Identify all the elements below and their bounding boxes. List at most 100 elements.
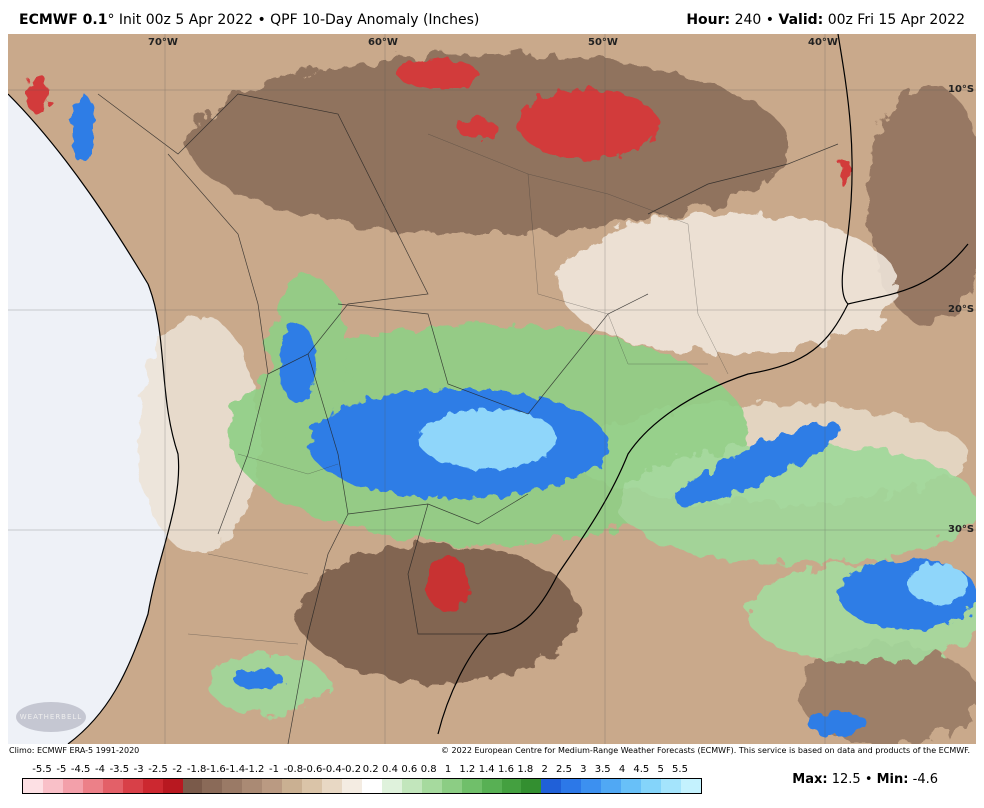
- scale-swatch: [122, 779, 143, 793]
- scale-swatch: [481, 779, 502, 793]
- valid-label: Valid:: [778, 12, 824, 28]
- min-value: -4.6: [912, 772, 938, 787]
- scale-swatch: [222, 779, 243, 793]
- scale-swatch: [441, 779, 462, 793]
- map-title: ECMWF 0.1° Init 00z 5 Apr 2022 • QPF 10-…: [19, 12, 479, 28]
- hour-value: 240: [734, 12, 762, 28]
- lat-label-20s: 20°S: [948, 304, 975, 315]
- degree-symbol: °: [107, 12, 115, 28]
- precip-anomaly-map[interactable]: 70°W 60°W 50°W 40°W 10°S 20°S 30°S: [8, 34, 976, 744]
- lon-label-40w: 40°W: [808, 37, 838, 48]
- scale-label: -0.4: [322, 764, 342, 775]
- scale-swatch: [421, 779, 442, 793]
- scale-swatch: [501, 779, 522, 793]
- scale-swatch: [202, 779, 223, 793]
- scale-swatch: [401, 779, 422, 793]
- scale-swatch: [461, 779, 482, 793]
- valid-value: 00z Fri 15 Apr 2022: [827, 12, 965, 28]
- scale-label: -0.6: [302, 764, 323, 775]
- scale-swatch: [182, 779, 203, 793]
- scale-label: -4.5: [70, 764, 91, 775]
- min-label: Min:: [876, 772, 909, 787]
- scale-swatch: [42, 779, 63, 793]
- lat-label-30s: 30°S: [948, 524, 975, 535]
- lat-label-10s: 10°S: [948, 84, 975, 95]
- scale-label: -0.8: [283, 764, 304, 775]
- scale-swatch: [641, 779, 661, 793]
- scale-label: 4.5: [633, 764, 650, 775]
- scale-label: -1.2: [244, 764, 265, 775]
- pacific-ocean: [8, 94, 179, 744]
- lon-label-70w: 70°W: [148, 37, 178, 48]
- graticule: [8, 34, 976, 744]
- hour-label: Hour:: [686, 12, 731, 28]
- scale-label: 1.8: [517, 764, 534, 775]
- scale-swatch: [262, 779, 283, 793]
- scale-label: 1.6: [498, 764, 514, 775]
- scale-label: 3.5: [594, 764, 611, 775]
- scale-swatch: [102, 779, 123, 793]
- scale-label: -5: [56, 764, 67, 775]
- scale-swatch: [62, 779, 83, 793]
- scale-swatch: [661, 779, 681, 793]
- scale-swatch: [242, 779, 263, 793]
- scale-label: -2: [172, 764, 183, 775]
- scale-label: 0.4: [382, 764, 398, 775]
- scale-swatch: [601, 779, 622, 793]
- scale-label: 0.8: [420, 764, 437, 775]
- scale-swatch: [561, 779, 582, 793]
- scale-label: -5.5: [32, 764, 52, 775]
- scale-label: 4: [618, 764, 626, 775]
- color-scale-bar: [22, 778, 702, 794]
- coastlines: [8, 34, 969, 744]
- map-canvas: [8, 34, 976, 744]
- scale-swatch: [162, 779, 183, 793]
- scale-label: -2.5: [148, 764, 168, 775]
- logo-text: WEATHERBELL: [19, 713, 83, 721]
- weatherbell-logo: WEATHERBELL: [16, 702, 86, 732]
- scale-swatch: [282, 779, 303, 793]
- scale-swatch: [621, 779, 642, 793]
- scale-label: 5.5: [672, 764, 688, 775]
- max-value: 12.5: [831, 772, 861, 787]
- lon-label-50w: 50°W: [588, 37, 618, 48]
- scale-swatch: [82, 779, 103, 793]
- lon-label-60w: 60°W: [368, 37, 398, 48]
- scale-swatch: [680, 779, 701, 793]
- scale-label: 1: [444, 764, 452, 775]
- state-borders: [187, 133, 729, 645]
- scale-label: 3: [580, 764, 587, 775]
- copyright-note: © 2022 European Centre for Medium-Range …: [441, 746, 970, 755]
- scale-label: -1.4: [225, 764, 246, 775]
- scale-label: -4: [95, 764, 105, 775]
- scale-swatch: [142, 779, 163, 793]
- model-name: ECMWF 0.1: [19, 12, 108, 28]
- scale-swatch: [302, 779, 323, 793]
- scale-swatch: [361, 779, 382, 793]
- scale-swatch: [23, 779, 43, 793]
- scale-swatch: [342, 779, 362, 793]
- scale-label: -3: [133, 764, 144, 775]
- scale-label: 5: [657, 764, 664, 775]
- header: ECMWF 0.1° Init 00z 5 Apr 2022 • QPF 10-…: [0, 0, 984, 34]
- init-description: Init 00z 5 Apr 2022 • QPF 10-Day Anomaly…: [114, 12, 480, 28]
- scale-label: 0.6: [401, 764, 418, 775]
- scale-label: 1.4: [478, 764, 495, 775]
- max-min-readout: Max: 12.5 • Min: -4.6: [792, 772, 938, 787]
- scale-label: 2: [541, 764, 548, 775]
- scale-swatch: [581, 779, 602, 793]
- scale-swatch: [521, 779, 542, 793]
- scale-label: 2.5: [556, 764, 572, 775]
- scale-swatch: [541, 779, 562, 793]
- country-borders: [97, 93, 839, 744]
- scale-label: -3.5: [109, 764, 130, 775]
- scale-label: 1.2: [459, 764, 476, 775]
- scale-label: -1.8: [186, 764, 207, 775]
- scale-label: 0.2: [362, 764, 379, 775]
- scale-labels: -5.5 -5 -4.5 -4 -3.5 -3 -2.5 -2 -1.8 -1.6 -1.4 -1.2…: [22, 764, 702, 778]
- scale-label: -1: [269, 764, 279, 775]
- scale-swatch: [381, 779, 402, 793]
- max-label: Max:: [792, 772, 828, 787]
- scale-label: -1.6: [206, 764, 226, 775]
- climo-note: Climo: ECMWF ERA-5 1991-2020: [9, 746, 140, 755]
